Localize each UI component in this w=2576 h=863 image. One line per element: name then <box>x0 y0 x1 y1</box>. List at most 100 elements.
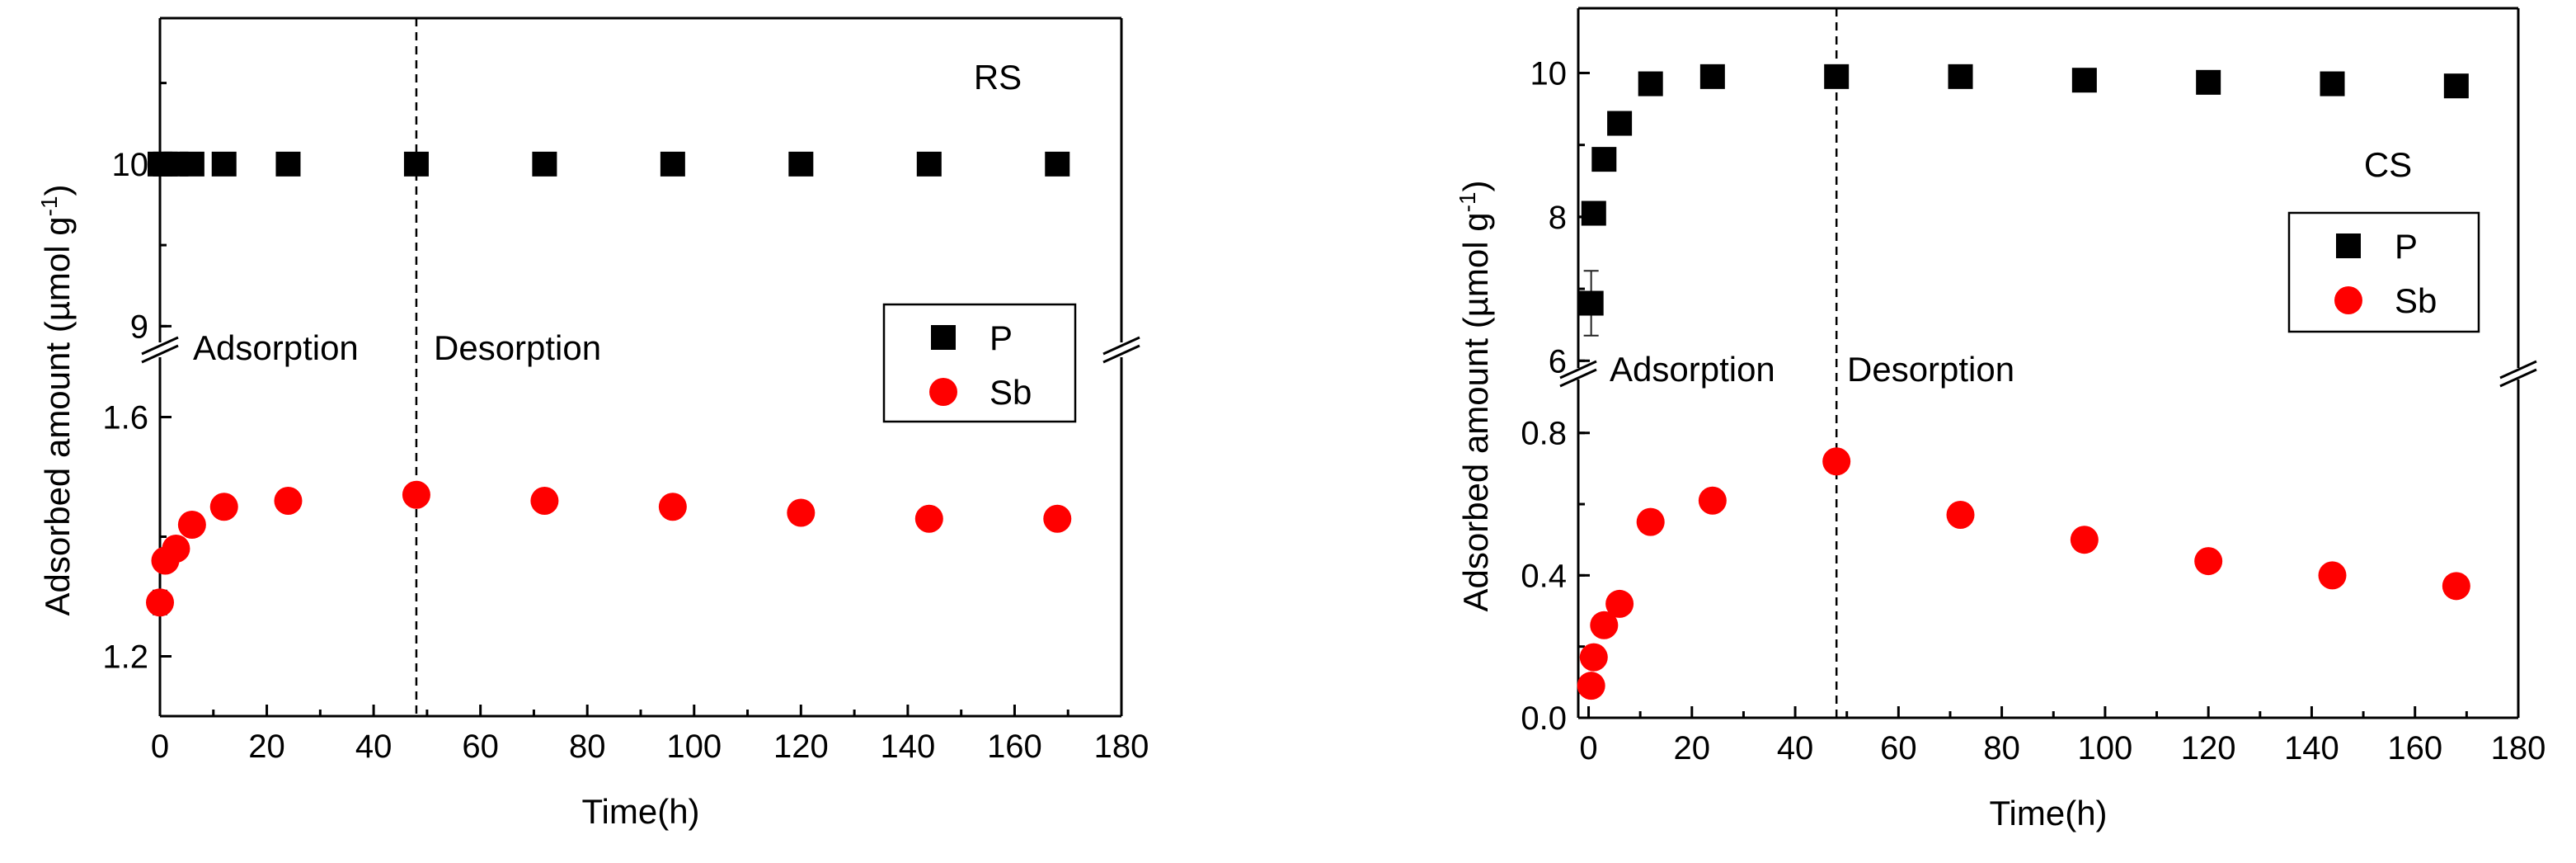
y-axis-title-close: ) <box>38 184 77 196</box>
point-sb-cs-10 <box>2318 561 2347 590</box>
axis-break-mark-cs-1-1 <box>2499 368 2537 388</box>
x-tick-label-cs-7: 140 <box>2284 730 2339 766</box>
legend-label-sb-cs: Sb <box>2395 281 2437 320</box>
point-sb-rs-8 <box>658 493 687 521</box>
legend-label-sb-rs: Sb <box>990 373 1032 412</box>
point-p-cs-2 <box>1591 147 1617 172</box>
annotation-adsorption-rs: Adsorption <box>193 328 359 367</box>
y-tick-label-lower-cs-2: 0.8 <box>1521 416 1567 452</box>
point-sb-rs-6 <box>402 480 430 509</box>
legend-marker-sb-rs <box>929 378 957 406</box>
panel-label-cs: CS <box>2364 145 2412 184</box>
point-sb-cs-8 <box>2070 526 2099 554</box>
point-sb-rs-5 <box>274 487 303 515</box>
x-tick-label-rs-3: 60 <box>462 729 499 765</box>
x-tick-label-rs-7: 140 <box>881 729 936 765</box>
point-sb-cs-9 <box>2194 547 2223 576</box>
axis-break-mark-cs-0-0 <box>1559 360 1597 380</box>
y-tick-label-lower-cs-1: 0.4 <box>1521 558 1567 594</box>
annotation-desorption-cs: Desorption <box>1847 350 2014 389</box>
point-p-rs-9 <box>788 151 814 177</box>
x-tick-label-rs-2: 40 <box>355 729 393 765</box>
y-tick-label-upper-rs-1: 10 <box>112 147 149 183</box>
point-sb-rs-4 <box>209 493 238 521</box>
x-tick-label-rs-4: 80 <box>569 729 606 765</box>
point-sb-rs-2 <box>162 535 190 563</box>
x-tick-label-cs-9: 180 <box>2491 730 2546 766</box>
point-p-cs-6 <box>1824 64 1850 89</box>
legend-box-cs <box>2287 211 2480 333</box>
y-tick-label-upper-cs-1: 8 <box>1549 200 1567 236</box>
annotation-desorption-rs: Desorption <box>434 328 601 367</box>
x-tick-label-rs-1: 20 <box>248 729 285 765</box>
legend-marker-p-rs <box>931 325 956 350</box>
x-tick-label-cs-3: 60 <box>1880 730 1917 766</box>
y-tick-label-lower-rs-0: 1.2 <box>102 639 148 676</box>
point-p-cs-7 <box>1948 64 1973 89</box>
x-axis-title-rs: Time(h) <box>581 792 699 831</box>
point-sb-cs-7 <box>1946 501 1975 529</box>
y-axis-title-rs: Adsorbed amount (µmol g-1) <box>36 184 78 615</box>
x-tick-label-cs-8: 160 <box>2387 730 2442 766</box>
x-axis-title-cs: Time(h) <box>1989 794 2107 832</box>
x-tick-label-rs-6: 120 <box>773 729 829 765</box>
legend-label-p-cs: P <box>2395 227 2418 266</box>
point-sb-cs-3 <box>1605 589 1634 618</box>
point-p-cs-11 <box>2443 73 2469 99</box>
point-sb-rs-9 <box>787 498 816 527</box>
legend-marker-sb-cs <box>2334 286 2362 314</box>
annotation-adsorption-cs: Adsorption <box>1610 350 1775 389</box>
point-p-cs-4 <box>1638 71 1663 97</box>
point-p-cs-10 <box>2320 71 2345 97</box>
point-p-cs-0 <box>1578 290 1604 316</box>
point-p-rs-8 <box>660 151 685 177</box>
point-p-cs-1 <box>1581 200 1606 226</box>
legend-box-rs <box>882 303 1077 423</box>
y-axis-title-close: ) <box>1456 180 1495 191</box>
axis-break-mark-rs-1-1 <box>1102 344 1140 364</box>
point-p-rs-7 <box>532 151 557 177</box>
point-sb-cs-11 <box>2442 572 2470 601</box>
point-p-cs-9 <box>2196 69 2221 95</box>
y-axis-title-main: Adsorbed amount (µmol g <box>38 216 77 615</box>
y-tick-label-upper-rs-0: 9 <box>130 309 148 345</box>
x-tick-label-rs-5: 100 <box>666 729 722 765</box>
x-tick-label-rs-0: 0 <box>151 729 169 765</box>
point-p-cs-8 <box>2071 68 2097 93</box>
point-sb-cs-1 <box>1579 643 1608 672</box>
y-axis-title-cs: Adsorbed amount (µmol g-1) <box>1455 180 1496 611</box>
point-p-rs-11 <box>1045 151 1070 177</box>
panel-label-rs: RS <box>974 58 1022 97</box>
point-sb-cs-6 <box>1822 447 1851 476</box>
y-axis-title-superscript: -1 <box>1455 191 1480 212</box>
x-tick-label-rs-8: 160 <box>987 729 1042 765</box>
axis-break-mark-rs-1-0 <box>1102 336 1140 356</box>
point-p-rs-4 <box>211 151 237 177</box>
point-sb-cs-5 <box>1698 486 1727 515</box>
y-axis-title-main: Adsorbed amount (µmol g <box>1456 212 1495 611</box>
x-tick-label-cs-6: 120 <box>2181 730 2236 766</box>
point-sb-cs-0 <box>1577 672 1605 700</box>
point-sb-rs-10 <box>914 504 943 533</box>
axis-break-mark-cs-0-1 <box>1559 368 1597 388</box>
point-p-rs-6 <box>403 151 429 177</box>
y-tick-label-lower-rs-1: 1.6 <box>102 400 148 436</box>
point-sb-rs-3 <box>177 511 206 539</box>
y-tick-label-lower-cs-0: 0.0 <box>1521 700 1567 737</box>
x-tick-label-rs-9: 180 <box>1094 729 1149 765</box>
point-sb-rs-11 <box>1043 504 1072 533</box>
axis-break-mark-rs-0-0 <box>141 336 179 356</box>
point-sb-cs-2 <box>1590 611 1619 639</box>
point-p-rs-3 <box>179 151 204 177</box>
x-tick-label-cs-4: 80 <box>1983 730 2020 766</box>
x-tick-label-cs-1: 20 <box>1674 730 1711 766</box>
point-p-cs-5 <box>1699 64 1725 89</box>
axis-break-mark-rs-0-1 <box>141 344 179 364</box>
point-sb-rs-7 <box>530 487 559 515</box>
point-sb-cs-4 <box>1636 507 1665 536</box>
chart-panel-cs: 0 20 40 60 80 100 120 140 160 180 6 8 10 0.0 0.4 0.8 Ads… <box>1455 7 2546 832</box>
legend-marker-p-cs <box>2336 233 2361 258</box>
y-axis-title-superscript: -1 <box>36 196 62 216</box>
